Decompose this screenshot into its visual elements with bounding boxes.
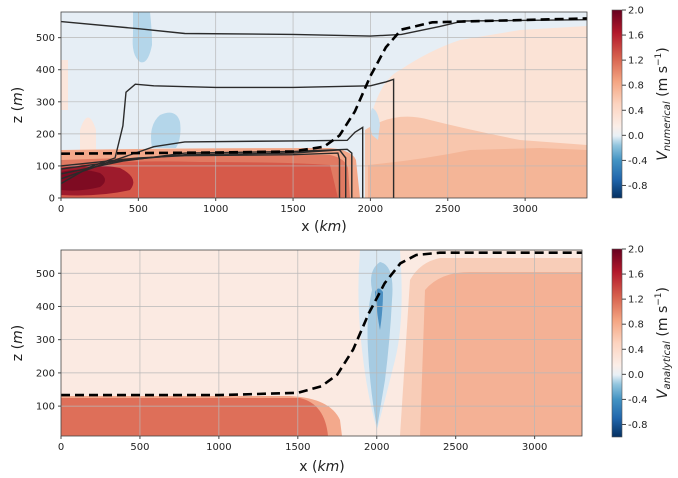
bottom-colorbar-ticks: 2.0 1.6 1.2 0.8 0.4 0.0 -0.4 -0.8 <box>622 245 648 431</box>
colorbar-tick-label: 1.6 <box>628 31 644 42</box>
top-colorbar-ticks: 2.0 1.6 1.2 0.8 0.4 0.0 -0.4 -0.8 <box>622 6 648 192</box>
top-colorbar: 2.0 1.6 1.2 0.8 0.4 0.0 -0.4 -0.8 Vnumerical (m… <box>611 6 673 199</box>
x-tick-label: 500 <box>130 442 149 453</box>
bottom-y-ticks: 100 200 300 400 500 <box>36 269 61 413</box>
y-tick-label: 200 <box>36 368 55 379</box>
panel-top: 0 500 1000 1500 2000 2500 3000 0 100 200 300 400 50… <box>10 11 588 235</box>
y-tick-label: 100 <box>36 402 55 413</box>
contour-line <box>61 149 347 198</box>
x-tick-label: 3000 <box>512 204 537 215</box>
colorbar-tick-label: 2.0 <box>628 245 644 256</box>
colorbar-tick-label: 0.0 <box>628 131 644 142</box>
panel-bottom: 0 500 1000 1500 2000 2500 3000 100 200 300 400 500… <box>10 249 583 475</box>
x-tick-label: 1500 <box>280 204 305 215</box>
x-tick-label: 2500 <box>435 204 460 215</box>
top-field <box>61 12 587 198</box>
top-y-label: z (m) <box>10 87 26 123</box>
x-tick-label: 2000 <box>358 204 383 215</box>
bottom-colorbar: 2.0 1.6 1.2 0.8 0.4 0.0 -0.4 -0.8 Vanalytical (… <box>611 245 673 438</box>
colorbar-tick-label: 0.0 <box>628 370 644 381</box>
bottom-x-label: x (km) <box>299 459 344 475</box>
colorbar-tick-label: 0.8 <box>628 81 644 92</box>
colorbar-tick-label: -0.8 <box>628 181 648 192</box>
y-tick-label: 300 <box>36 335 55 346</box>
x-tick-label: 1500 <box>285 442 310 453</box>
y-tick-label: 100 <box>36 161 55 172</box>
x-tick-label: 2000 <box>364 442 389 453</box>
y-tick-label: 400 <box>36 302 55 313</box>
y-tick-label: 500 <box>36 33 55 44</box>
colorbar-tick-label: 1.6 <box>628 270 644 281</box>
colorbar-tick-label: 0.4 <box>628 106 644 117</box>
contour-line <box>61 78 395 198</box>
top-grid <box>61 12 587 198</box>
bottom-colorbar-label: Vanalytical (m s−1) <box>654 287 673 399</box>
top-interface-line <box>61 17 587 155</box>
bottom-y-label: z (m) <box>10 325 26 361</box>
y-tick-label: 300 <box>36 97 55 108</box>
top-x-label: x (km) <box>301 219 346 235</box>
x-tick-label: 3000 <box>522 442 547 453</box>
top-colorbar-label: Vnumerical (m s−1) <box>654 47 673 161</box>
x-tick-label: 500 <box>129 204 148 215</box>
x-tick-label: 1000 <box>203 204 228 215</box>
top-y-ticks: 0 100 200 300 400 500 <box>36 33 61 205</box>
colorbar-tick-label: 0.8 <box>628 320 644 331</box>
top-x-ticks: 0 500 1000 1500 2000 2500 3000 <box>58 198 538 215</box>
x-tick-label: 2500 <box>443 442 468 453</box>
bottom-x-ticks: 0 500 1000 1500 2000 2500 3000 <box>58 436 547 453</box>
y-tick-label: 500 <box>36 269 55 280</box>
x-tick-label: 1000 <box>206 442 231 453</box>
x-tick-label: 0 <box>58 442 64 453</box>
colorbar-tick-label: 1.2 <box>628 295 644 306</box>
colorbar-tick-label: 0.4 <box>628 345 644 356</box>
colorbar-tick-label: 2.0 <box>628 6 644 17</box>
contour-line <box>61 19 587 37</box>
colorbar-tick-label: -0.8 <box>628 420 648 431</box>
colorbar-tick-label: 1.2 <box>628 56 644 67</box>
colorbar-tick-label: -0.4 <box>628 395 648 406</box>
bottom-interface-line <box>61 251 582 397</box>
contour-line <box>61 126 364 198</box>
y-tick-label: 0 <box>49 194 55 205</box>
y-tick-label: 200 <box>36 129 55 140</box>
bottom-grid <box>61 250 582 436</box>
colorbar-tick-label: -0.4 <box>628 156 648 167</box>
x-tick-label: 0 <box>58 204 64 215</box>
bottom-field <box>61 250 582 436</box>
contour-line <box>61 152 341 198</box>
y-tick-label: 400 <box>36 65 55 76</box>
